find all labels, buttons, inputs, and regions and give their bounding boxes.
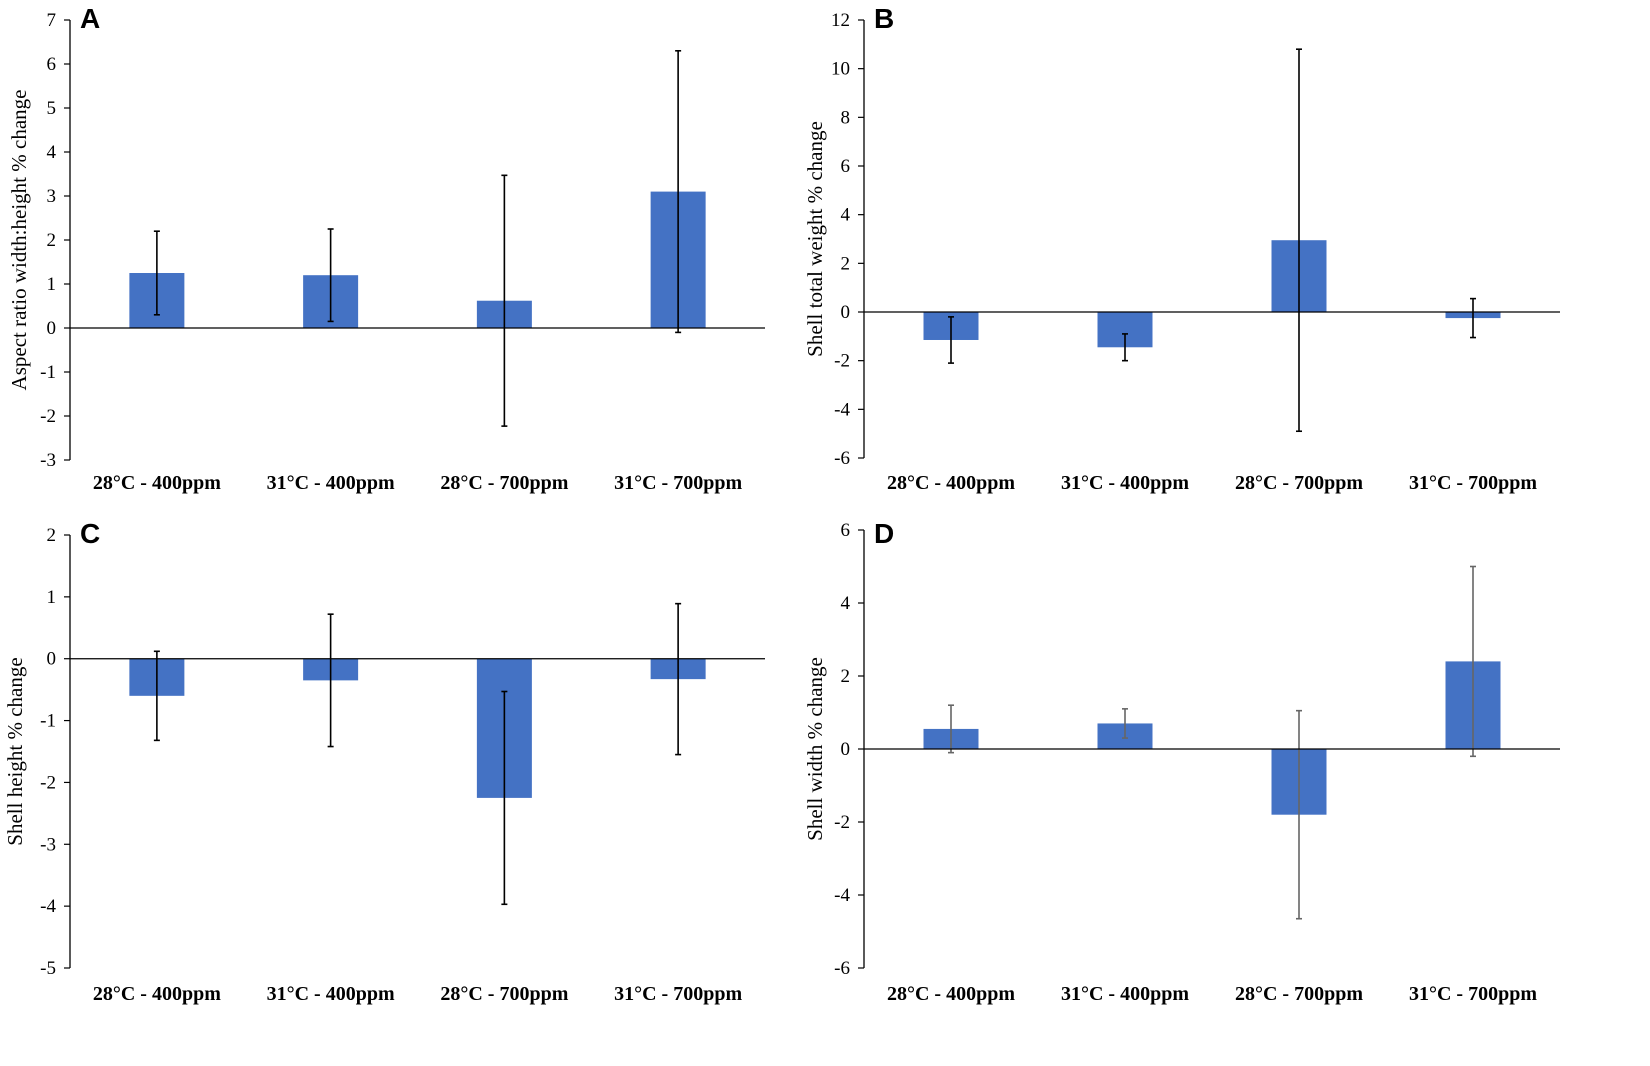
panel-b-y-axis-label: Shell total weight % change (803, 121, 827, 357)
panel-c-y-tick-label: -1 (40, 711, 56, 732)
panel-c-y-tick-label: -4 (40, 896, 56, 917)
panel-d-y-tick-label: -2 (834, 812, 850, 833)
panel-c-category-label: 31°C - 400ppm (267, 983, 395, 1005)
panel-d-y-tick-label: -4 (834, 885, 850, 906)
panel-d-category-label: 28°C - 700ppm (1235, 983, 1363, 1005)
panel-a-y-tick-label: 6 (47, 54, 57, 75)
panel-a-y-tick-label: 1 (47, 274, 57, 295)
panel-d-category-label: 28°C - 400ppm (887, 983, 1015, 1005)
panel-a-y-tick-label: 5 (47, 98, 57, 119)
panel-a-y-tick-label: 0 (47, 318, 57, 339)
panel-d-y-axis-label: Shell width % change (803, 657, 827, 841)
panel-c-category-label: 31°C - 700ppm (614, 983, 742, 1005)
panel-d: D -6 -4 -2 0 2 4 6 Shell width % change 28°C - 40… (803, 518, 1560, 1005)
panel-b-letter: B (874, 3, 894, 34)
panel-c-y-tick-label: 1 (47, 587, 57, 608)
panel-a-category-label: 31°C - 700ppm (614, 472, 742, 494)
panel-c-y-axis-label: Shell height % change (3, 657, 27, 845)
panel-b-y-tick-label: 8 (841, 107, 851, 128)
panel-a-y-tick-label: -2 (40, 406, 56, 427)
panel-d-letter: D (874, 518, 894, 549)
panel-b-y-tick-label: 4 (841, 205, 851, 226)
panel-b-y-tick-label: 2 (841, 253, 851, 274)
panel-a: A -3 -2 -1 0 1 2 3 4 5 6 7 Aspect ratio width:height… (7, 3, 765, 494)
panel-d-y-tick-label: -6 (834, 958, 850, 979)
panel-b-y-tick-label: 0 (841, 302, 851, 323)
panel-c-letter: C (80, 518, 100, 549)
panel-b-category-label: 28°C - 700ppm (1235, 472, 1363, 494)
panel-a-category-label: 28°C - 400ppm (93, 472, 221, 494)
panel-b-category-label: 28°C - 400ppm (887, 472, 1015, 494)
panel-c-y-tick-label: -3 (40, 834, 56, 855)
panel-a-y-tick-label: 2 (47, 230, 57, 251)
panel-a-category-label: 28°C - 700ppm (440, 472, 568, 494)
panel-b: B -6 -4 -2 0 2 4 6 8 10 12 Shell total weight % cha… (803, 3, 1560, 494)
panel-c-category-label: 28°C - 700ppm (440, 983, 568, 1005)
panel-b-y-tick-label: -6 (834, 448, 850, 469)
panel-c-category-label: 28°C - 400ppm (93, 983, 221, 1005)
panel-b-y-tick-label: -2 (834, 351, 850, 372)
panel-b-y-tick-label: 6 (841, 156, 851, 177)
panel-c: C -5 -4 -3 -2 -1 0 1 2 Shell height % change 28°C … (3, 518, 765, 1005)
panel-a-category-label: 31°C - 400ppm (267, 472, 395, 494)
panel-b-y-tick-label: -4 (834, 399, 850, 420)
panel-a-y-tick-label: -1 (40, 362, 56, 383)
panel-a-y-tick-label: -3 (40, 450, 56, 471)
panel-c-y-tick-label: 0 (47, 649, 57, 670)
panel-a-y-tick-label: 3 (47, 186, 57, 207)
panel-a-y-tick-label: 7 (47, 10, 57, 31)
panel-d-y-tick-label: 2 (841, 666, 851, 687)
panel-d-category-label: 31°C - 400ppm (1061, 983, 1189, 1005)
panel-a-y-tick-label: 4 (47, 142, 57, 163)
panel-d-category-label: 31°C - 700ppm (1409, 983, 1537, 1005)
panel-b-category-label: 31°C - 400ppm (1061, 472, 1189, 494)
panel-d-y-tick-label: 0 (841, 739, 851, 760)
panel-b-y-tick-label: 12 (831, 10, 850, 31)
panel-c-y-tick-label: -5 (40, 958, 56, 979)
panel-d-y-tick-label: 6 (841, 520, 851, 541)
panel-b-y-tick-label: 10 (831, 59, 850, 80)
panel-d-y-tick-label: 4 (841, 593, 851, 614)
panel-a-y-axis-label: Aspect ratio width:height % change (7, 90, 31, 391)
panel-a-letter: A (80, 3, 100, 34)
panel-c-y-tick-label: 2 (47, 525, 57, 546)
panel-b-category-label: 31°C - 700ppm (1409, 472, 1537, 494)
panel-c-y-tick-label: -2 (40, 772, 56, 793)
